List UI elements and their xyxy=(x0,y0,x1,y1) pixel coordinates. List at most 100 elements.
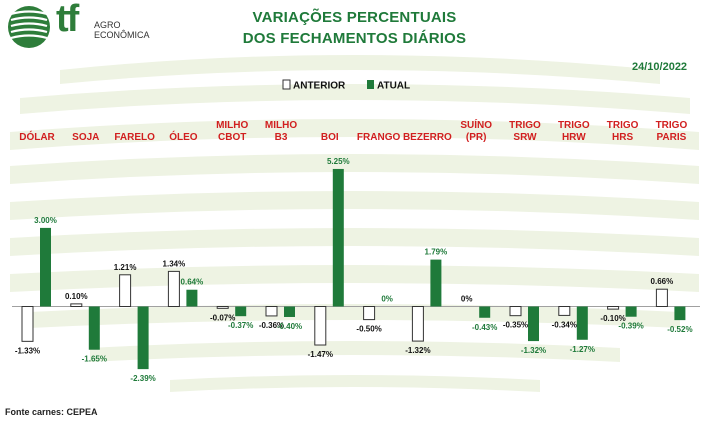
category-group: SUÍNO (PR) 0% -0.43% xyxy=(460,118,497,332)
category-group: ÓLEO 1.34% 0.64% xyxy=(163,130,204,307)
bar-atual xyxy=(332,168,344,307)
bar-anterior xyxy=(119,274,132,308)
bar-atual xyxy=(88,306,100,350)
bar-anterior xyxy=(363,306,376,321)
category-label: FRANGO xyxy=(357,132,401,143)
bar-anterior xyxy=(655,288,668,308)
data-label-anterior: -1.47% xyxy=(308,350,333,359)
category-group: SOJA 0.10% -1.65% xyxy=(65,132,107,364)
category-group: TRIGO SRW -0.35% -1.32% xyxy=(503,120,546,355)
wave-band-3 xyxy=(10,154,699,184)
bar-anterior xyxy=(70,303,83,308)
bar-atual xyxy=(284,306,295,317)
category-label: MILHO CBOT xyxy=(216,120,248,143)
wave-band-5 xyxy=(10,228,699,256)
brand-line2: ECONÔMICA xyxy=(94,30,150,40)
category-group: BEZERRO -1.32% 1.79% xyxy=(403,132,452,355)
category-label: TRIGO SRW xyxy=(509,120,541,143)
legend-label-atual: ATUAL xyxy=(377,81,410,92)
wave-band-6 xyxy=(10,265,699,292)
bar-atual xyxy=(186,289,198,307)
brand-mark: tf xyxy=(56,0,79,40)
category-label: BEZERRO xyxy=(403,132,452,143)
category-group: BOI -1.47% 5.25% xyxy=(308,132,350,359)
bar-anterior xyxy=(167,270,180,307)
bar-anterior xyxy=(607,306,620,310)
chart-title-line1: VARIAÇÕES PERCENTUAIS xyxy=(252,9,457,26)
category-label: SUÍNO (PR) xyxy=(460,118,492,143)
chart-title-line2: DOS FECHAMENTOS DIÁRIOS xyxy=(242,30,467,47)
category-group: FRANGO -0.50% 0% xyxy=(356,132,400,334)
data-label-anterior: -0.35% xyxy=(503,321,528,330)
source-note: Fonte carnes: CEPEA xyxy=(5,407,98,417)
bar-atual xyxy=(674,306,686,321)
wave-band-0 xyxy=(60,55,660,84)
bar-atual xyxy=(625,306,637,317)
bar-atual xyxy=(235,306,247,317)
category-label: FARELO xyxy=(114,132,155,143)
data-label-anterior: -0.34% xyxy=(552,320,577,329)
bar-anterior xyxy=(411,306,424,342)
data-label-atual: -0.39% xyxy=(618,322,643,331)
data-label-atual: -0.37% xyxy=(228,321,253,330)
data-label-anterior: -0.36% xyxy=(259,321,284,330)
category-label: TRIGO HRW xyxy=(558,120,590,143)
data-label-atual: -2.39% xyxy=(130,374,155,383)
legend-label-anterior: ANTERIOR xyxy=(293,81,346,92)
bar-atual xyxy=(40,227,51,307)
bar-atual xyxy=(137,306,149,370)
bar-atual xyxy=(528,306,539,342)
category-label: MILHO B3 xyxy=(265,120,297,143)
category-label: TRIGO HRS xyxy=(607,120,639,143)
wave-band-1 xyxy=(20,84,690,114)
category-group: TRIGO HRW -0.34% -1.27% xyxy=(552,120,595,354)
data-label-atual: -1.32% xyxy=(521,346,546,355)
category-group: MILHO B3 -0.36%-0.40% xyxy=(259,120,302,331)
background-waves xyxy=(10,55,699,392)
data-label-atual: -0.52% xyxy=(667,325,692,334)
data-label-anterior: -0.50% xyxy=(356,325,381,334)
category-group: MILHO CBOT -0.07%-0.37% xyxy=(210,120,253,330)
category-label: TRIGO PARIS xyxy=(656,120,688,143)
data-label-atual: 1.79% xyxy=(425,248,448,257)
bar-anterior xyxy=(509,306,522,317)
category-label: ÓLEO xyxy=(169,130,198,143)
legend: ANTERIOR ATUAL xyxy=(282,79,410,92)
wave-band-8 xyxy=(90,341,620,362)
data-label-atual: 0% xyxy=(381,295,393,304)
brand-line1: AGRO xyxy=(94,20,121,30)
brand-circle-icon xyxy=(8,6,50,48)
wave-band-4 xyxy=(10,191,699,220)
data-label-anterior: -0.10% xyxy=(600,314,625,323)
category-group: TRIGO PARIS 0.66% -0.52% xyxy=(651,120,693,334)
data-label-atual: 5.25% xyxy=(327,157,350,166)
data-label-anterior: -1.33% xyxy=(15,346,40,355)
category-label: DÓLAR xyxy=(19,130,55,143)
bar-atual xyxy=(479,306,491,318)
data-label-anterior: 0% xyxy=(461,295,473,304)
data-label-anterior: 1.34% xyxy=(163,259,186,268)
category-label: BOI xyxy=(321,132,339,143)
bar-anterior xyxy=(558,306,571,316)
date-label: 24/10/2022 xyxy=(632,61,688,73)
data-label-anterior: -1.32% xyxy=(405,346,430,355)
data-label-atual: -0.43% xyxy=(472,323,497,332)
data-label-atual: 0.64% xyxy=(181,278,204,287)
category-group: DÓLAR -1.33% 3.00% xyxy=(15,130,57,355)
data-label-anterior: 1.21% xyxy=(114,263,137,272)
legend-swatch-anterior xyxy=(282,79,291,90)
data-label-atual: -0.40% xyxy=(277,322,302,331)
bar-anterior xyxy=(265,306,278,317)
bar-atual xyxy=(576,306,588,340)
bar-atual xyxy=(430,259,442,307)
category-group: FARELO 1.21% -2.39% xyxy=(114,132,156,383)
bar-anterior xyxy=(314,306,327,346)
data-label-anterior: 0.66% xyxy=(651,277,674,286)
bar-anterior xyxy=(21,306,34,342)
category-group: TRIGO HRS -0.10%-0.39% xyxy=(600,120,643,331)
legend-swatch-atual xyxy=(367,80,374,89)
data-label-atual: -1.65% xyxy=(82,355,107,364)
data-label-anterior: 0.10% xyxy=(65,292,88,301)
data-label-atual: 3.00% xyxy=(34,216,57,225)
